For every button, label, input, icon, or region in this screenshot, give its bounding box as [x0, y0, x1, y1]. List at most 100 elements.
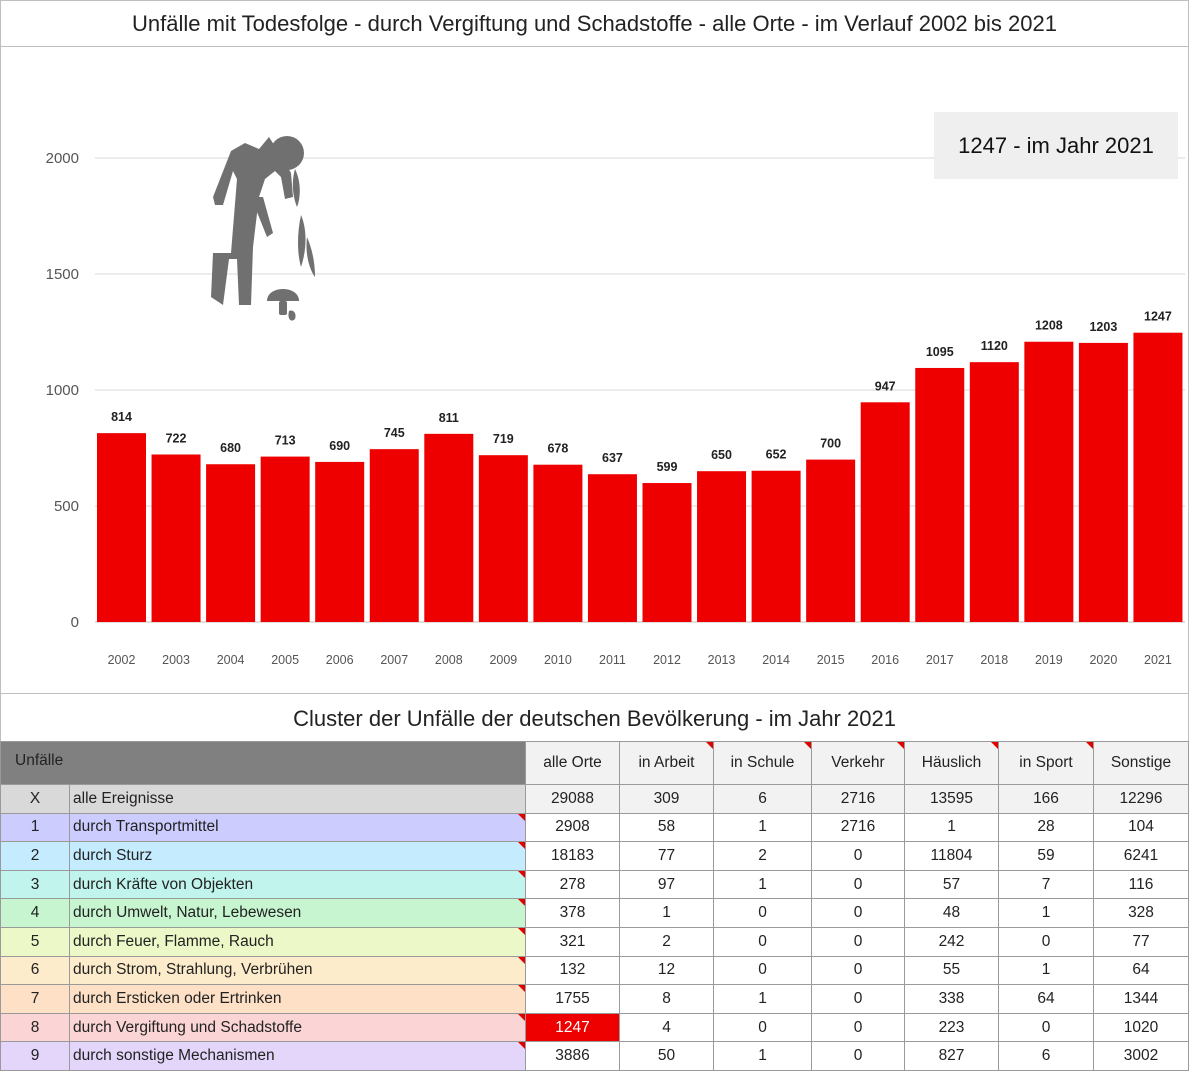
table-cell: 1: [713, 812, 812, 843]
data-label: 652: [766, 448, 787, 462]
bar-2021: [1133, 332, 1183, 622]
bar-2006: [315, 461, 365, 622]
x-tick-label: 2021: [1144, 653, 1172, 667]
data-label: 650: [711, 448, 732, 462]
data-label: 637: [602, 451, 623, 465]
x-tick-label: 2002: [108, 653, 136, 667]
x-tick-label: 2014: [762, 653, 790, 667]
table-cell: 2: [619, 926, 714, 957]
x-tick-label: 2009: [489, 653, 517, 667]
data-label: 599: [657, 460, 678, 474]
row-label: durch Kräfte von Objekten: [69, 869, 526, 900]
chart-area: 0 500 1000 1500 2000 814 722 680 713 690 745 811 71…: [0, 47, 1189, 693]
data-label: 719: [493, 432, 514, 446]
table-cell: 57: [904, 869, 999, 900]
column-header: in Arbeit: [619, 741, 714, 785]
chart-title: Unfälle mit Todesfolge - durch Vergiftun…: [0, 0, 1189, 47]
row-label: durch sonstige Mechanismen: [69, 1041, 526, 1071]
row-index: 7: [0, 984, 70, 1014]
table-cell: 12296: [1093, 784, 1189, 814]
table-cell: 1344: [1093, 984, 1189, 1014]
table-cell: 116: [1093, 869, 1189, 900]
table-cell: 50: [619, 1041, 714, 1071]
y-tick-label: 500: [54, 498, 79, 515]
table-cell: 29088: [525, 784, 620, 814]
table-cell: 11804: [904, 841, 999, 871]
table-cell: 321: [525, 926, 620, 957]
table-row: 2 durch Sturz 18183 77 2 0 11804 59 6241: [0, 841, 1189, 871]
table-cell: 1: [619, 898, 714, 928]
table-cell: 6241: [1093, 841, 1189, 871]
row-label: durch Ersticken oder Ertrinken: [69, 984, 526, 1014]
table-cell: 13595: [904, 784, 999, 814]
table-cell: 0: [811, 955, 905, 986]
cluster-table: Unfälle alle Orte in Arbeit in Schule Verke…: [0, 741, 1189, 1071]
table-cell: 0: [998, 926, 1094, 957]
table-cell: 3886: [525, 1041, 620, 1071]
table-cell: 97: [619, 869, 714, 900]
table-cell: 338: [904, 984, 999, 1014]
table-cell: 1020: [1093, 1012, 1189, 1043]
bar-2012: [642, 483, 692, 622]
table-cell: 6: [713, 784, 812, 814]
table-cell: 2908: [525, 812, 620, 843]
table-cell: 59: [998, 841, 1094, 871]
bar-2018: [969, 362, 1019, 622]
bar-2019: [1024, 341, 1074, 622]
row-label: durch Strom, Strahlung, Verbrühen: [69, 955, 526, 986]
x-tick-label: 2003: [162, 653, 190, 667]
table-cell: 0: [713, 926, 812, 957]
table-cell: 55: [904, 955, 999, 986]
y-tick-label: 1000: [46, 382, 79, 399]
table-cell: 1: [998, 955, 1094, 986]
data-label: 678: [547, 442, 568, 456]
table-row: 6 durch Strom, Strahlung, Verbrühen 132 12 0…: [0, 955, 1189, 986]
row-label: alle Ereignisse: [69, 784, 526, 814]
table-cell: 278: [525, 869, 620, 900]
x-tick-label: 2004: [217, 653, 245, 667]
row-index: 1: [0, 812, 70, 843]
bar-2008: [424, 433, 474, 622]
table-cell: 0: [713, 1012, 812, 1043]
table-cell: 0: [811, 898, 905, 928]
table-cell: 0: [811, 1041, 905, 1071]
table-cell: 77: [1093, 926, 1189, 957]
bar-2017: [915, 367, 965, 622]
table-row: 1 durch Transportmittel 2908 58 1 2716 1 28 104: [0, 812, 1189, 843]
row-index: 8: [0, 1012, 70, 1043]
row-index: 5: [0, 926, 70, 957]
x-tick-label: 2019: [1035, 653, 1063, 667]
x-tick-label: 2018: [980, 653, 1008, 667]
x-tick-label: 2013: [708, 653, 736, 667]
bar-2007: [369, 449, 419, 622]
bar-2004: [206, 464, 256, 622]
y-tick-label: 1500: [46, 266, 79, 283]
table-cell: 223: [904, 1012, 999, 1043]
data-label: 1203: [1089, 320, 1117, 334]
table-cell: 8: [619, 984, 714, 1014]
table-cell: 1: [713, 1041, 812, 1071]
x-tick-label: 2016: [871, 653, 899, 667]
bar-2009: [478, 455, 528, 622]
row-index: X: [0, 784, 70, 814]
bar-2016: [860, 402, 910, 622]
data-label: 947: [875, 379, 896, 393]
row-label: durch Sturz: [69, 841, 526, 871]
table-cell: 48: [904, 898, 999, 928]
table-cell: 0: [811, 984, 905, 1014]
data-label: 1208: [1035, 319, 1063, 333]
table-cell: 1247: [525, 1012, 620, 1043]
row-label: durch Feuer, Flamme, Rauch: [69, 926, 526, 957]
poisoning-person-mushroom-icon: [211, 136, 315, 321]
data-label: 1247: [1144, 310, 1172, 324]
table-row: 8 durch Vergiftung und Schadstoffe 1247 4 0 0…: [0, 1012, 1189, 1043]
table-cell: 2716: [811, 784, 905, 814]
table-cell: 18183: [525, 841, 620, 871]
column-header: in Schule: [713, 741, 812, 785]
row-label: durch Umwelt, Natur, Lebewesen: [69, 898, 526, 928]
bar-2005: [260, 456, 310, 622]
data-label: 690: [329, 439, 350, 453]
table-cell: 104: [1093, 812, 1189, 843]
table-cell: 0: [811, 869, 905, 900]
